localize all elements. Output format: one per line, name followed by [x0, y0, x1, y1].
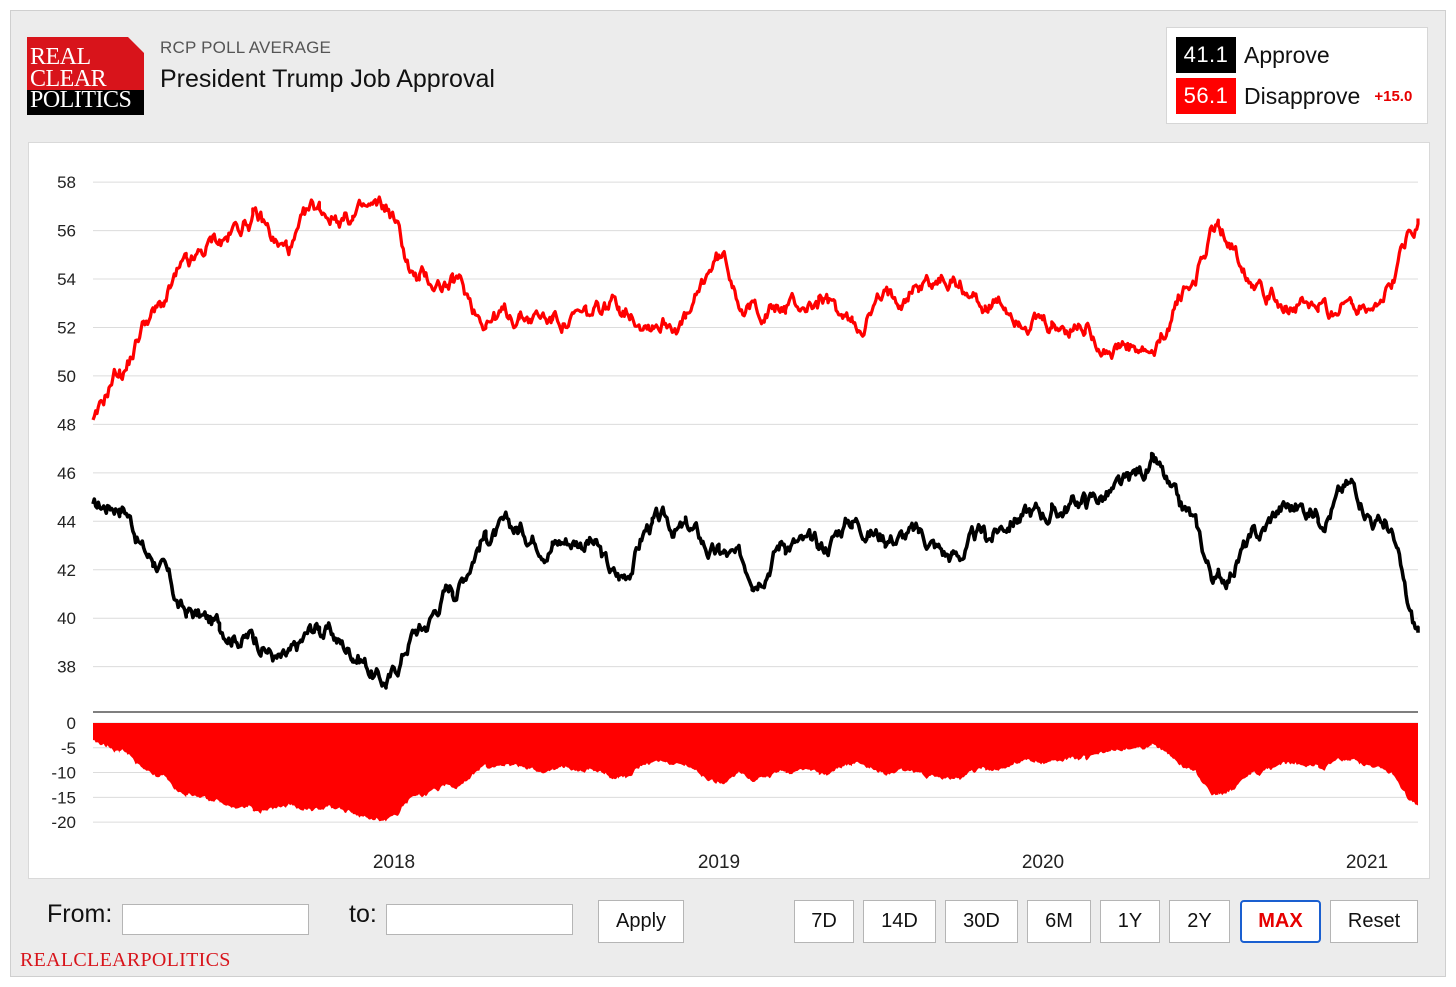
x-tick-label: 2021 — [1346, 852, 1388, 873]
spread-y-tick-label: 0 — [67, 714, 76, 733]
spread-y-tick-label: -20 — [51, 813, 76, 832]
y-tick-label: 50 — [57, 367, 76, 386]
x-tick-label: 2020 — [1022, 852, 1064, 873]
range-1y-button[interactable]: 1Y — [1100, 900, 1160, 943]
legend-disapprove: 56.1 Disapprove +15.0 — [1176, 78, 1412, 114]
y-tick-label: 46 — [57, 464, 76, 483]
range-7d-button[interactable]: 7D — [794, 900, 854, 943]
chart-svg: 38 40 42 44 46 48 50 52 54 56 58 0 -5 -10 -15 -20 2018 20… — [51, 173, 1420, 873]
logo-line-3: POLITICS — [27, 88, 144, 115]
disapprove-value: 56.1 — [1176, 78, 1236, 114]
to-label: to: — [349, 900, 377, 928]
rcp-logo: REAL CLEAR POLITICS — [27, 37, 144, 115]
spread-y-tick-label: -15 — [51, 788, 76, 807]
chart-subtitle: RCP POLL AVERAGE — [160, 38, 332, 57]
range-30d-button[interactable]: 30D — [945, 900, 1018, 943]
y-tick-label: 56 — [57, 222, 76, 241]
spread-y-tick-label: -5 — [61, 739, 76, 758]
disapprove-label: Disapprove — [1244, 82, 1361, 109]
legend-approve: 41.1 Approve — [1176, 37, 1330, 73]
from-date-input[interactable] — [122, 904, 309, 935]
approve-label: Approve — [1244, 41, 1330, 68]
apply-button[interactable]: Apply — [598, 900, 684, 943]
to-date-input[interactable] — [386, 904, 573, 935]
y-tick-label: 42 — [57, 561, 76, 580]
y-tick-label: 48 — [57, 415, 76, 434]
footer-brand: REALCLEARPOLITICS — [20, 949, 231, 971]
approve-value: 41.1 — [1176, 37, 1236, 73]
plot-area: 38 40 42 44 46 48 50 52 54 56 58 0 -5 -10 -15 -20 2018 20… — [28, 142, 1430, 879]
y-tick-label: 52 — [57, 318, 76, 337]
chart-widget: REAL CLEAR POLITICS RCP POLL AVERAGE Pre… — [10, 10, 1446, 977]
logo-line-2: CLEAR — [30, 66, 107, 92]
spread-y-tick-label: -10 — [51, 764, 76, 783]
y-tick-label: 54 — [57, 270, 76, 289]
y-tick-label: 58 — [57, 173, 76, 192]
from-label: From: — [47, 900, 113, 928]
y-tick-label: 38 — [57, 658, 76, 677]
x-tick-label: 2018 — [373, 852, 415, 873]
x-tick-label: 2019 — [698, 852, 740, 873]
reset-button[interactable]: Reset — [1330, 900, 1418, 943]
spread-value: +15.0 — [1374, 87, 1413, 105]
range-6m-button[interactable]: 6M — [1027, 900, 1091, 943]
range-max-button[interactable]: MAX — [1240, 900, 1321, 943]
logo-line-1: REAL — [30, 44, 91, 70]
chart-title: President Trump Job Approval — [160, 65, 495, 93]
range-2y-button[interactable]: 2Y — [1169, 900, 1230, 943]
y-tick-label: 40 — [57, 609, 76, 628]
approve-line — [91, 451, 1420, 690]
disapprove-line — [91, 195, 1420, 421]
range-14d-button[interactable]: 14D — [863, 900, 936, 943]
legend: 41.1 Approve 56.1 Disapprove +15.0 — [1166, 27, 1428, 124]
y-tick-label: 44 — [57, 512, 76, 531]
spread-area — [93, 723, 1418, 822]
date-controls: From: to: Apply 7D 14D 30D 6M 1Y 2Y MAX … — [28, 880, 1430, 943]
